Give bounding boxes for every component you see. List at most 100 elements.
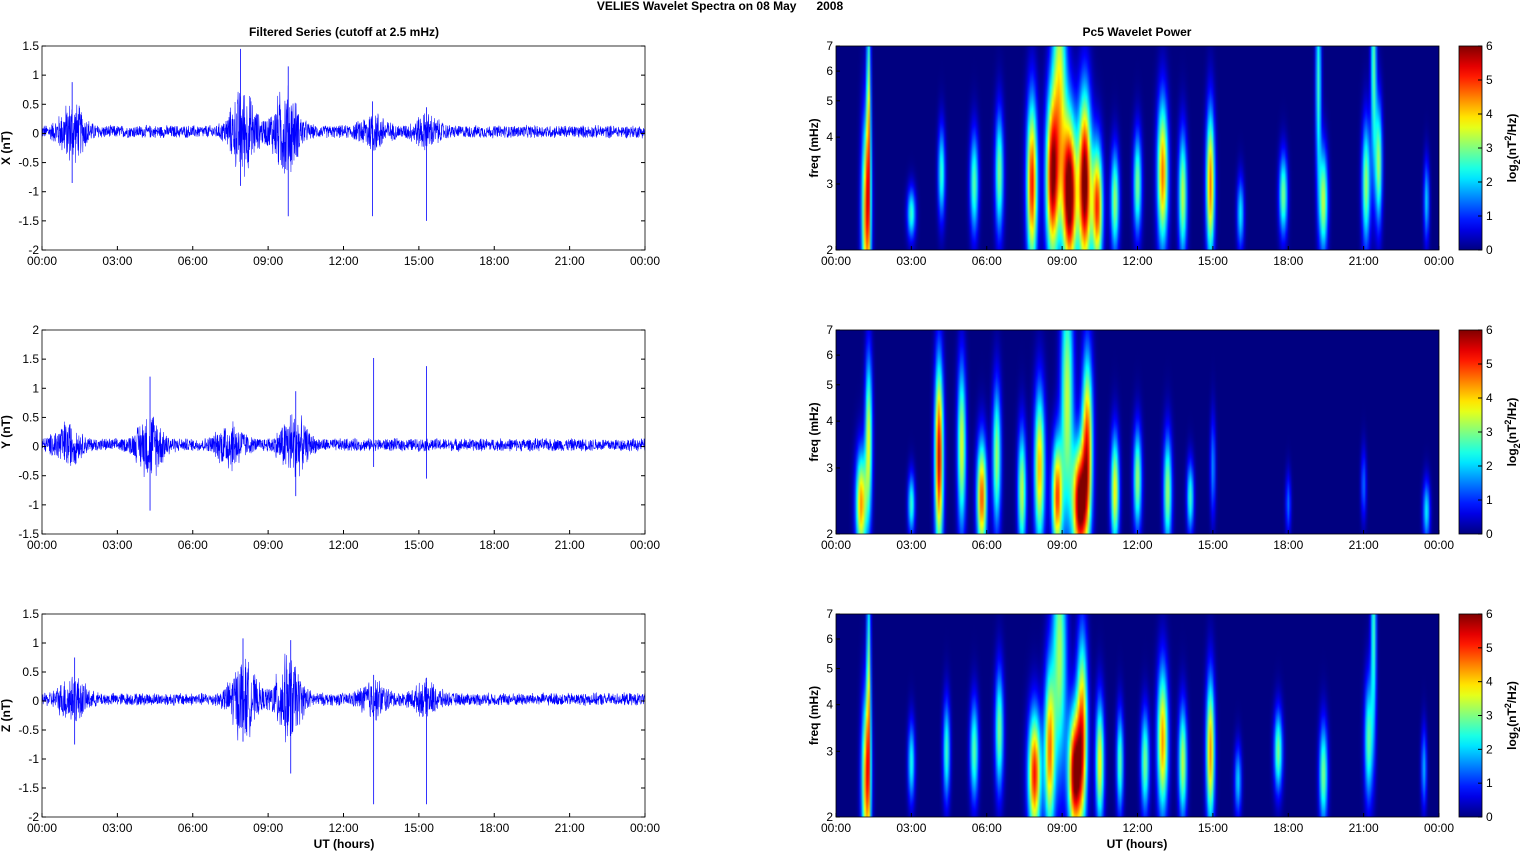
left-3-xtick-label: 21:00: [555, 821, 585, 835]
left-3-ytick-label: 1.5: [22, 607, 39, 621]
left-2-ytick-label: -1.5: [18, 527, 39, 541]
right-2-colorbar-tick-label: 6: [1486, 323, 1493, 337]
left-2-xtick-label: 18:00: [479, 538, 509, 552]
right-3-ytick-label: 7: [826, 607, 833, 621]
right-3-xtick-label: 06:00: [972, 821, 1002, 835]
left-2-plot-area: [42, 330, 645, 534]
left-1-xtick-label: 03:00: [102, 254, 132, 268]
right-1-xtick-label: 03:00: [896, 254, 926, 268]
left-3-ytick-label: 1: [32, 636, 39, 650]
right-2-chart: 7 6 5 4 3 2 freq (mHz) 00:00 03:00 06:00 09:00 12:0…: [807, 323, 1522, 552]
left-3-xtick-label: 06:00: [178, 821, 208, 835]
right-3-ytick-label: 2: [826, 810, 833, 824]
left-1-plot-area: [42, 46, 645, 250]
right-1-xtick-label: 09:00: [1047, 254, 1077, 268]
left-2-ytick-label: 0.5: [22, 410, 39, 424]
right-3-ytick-label: 5: [826, 662, 833, 676]
left-3-ytick-label: -0.5: [18, 723, 39, 737]
left-3-plot-area: [42, 614, 645, 817]
left-3-ytick-label: 0: [32, 694, 39, 708]
left-3-xtick-label: 18:00: [479, 821, 509, 835]
figure-title: VELIES Wavelet Spectra on 08 May 2008: [597, 0, 844, 13]
left-1-ytick-label: 0.5: [22, 97, 39, 111]
right-2-ytick-label: 4: [826, 414, 833, 428]
left-3-ytick-label: -1.5: [18, 781, 39, 795]
left-1-xtick-label: 12:00: [328, 254, 358, 268]
left-3-chart: 1.5 1 0.5 0 -0.5 -1 -1.5 -2 Z (nT) 00:00 03:00 06:0…: [0, 607, 660, 835]
left-column-title: Filtered Series (cutoff at 2.5 mHz): [249, 25, 439, 39]
right-2-ytick-label: 6: [826, 348, 833, 362]
right-3-xtick-label: 12:00: [1122, 821, 1152, 835]
right-xlabel: UT (hours): [1107, 837, 1168, 851]
left-3-xtick-label: 00:00: [630, 821, 660, 835]
right-3-ytick-label: 3: [826, 744, 833, 758]
left-1-ytick-label: -1: [28, 185, 39, 199]
right-2-heatmap: [836, 330, 1439, 534]
right-1-colorbar-tick-label: 3: [1486, 141, 1493, 155]
right-2-xtick-label: 12:00: [1122, 538, 1152, 552]
right-1-xtick-label: 06:00: [972, 254, 1002, 268]
left-3-xtick-label: 03:00: [102, 821, 132, 835]
left-2-xtick-label: 00:00: [630, 538, 660, 552]
left-2-xtick-label: 06:00: [178, 538, 208, 552]
right-2-ytick-label: 5: [826, 378, 833, 392]
right-2-xtick-label: 00:00: [1424, 538, 1454, 552]
right-2-colorbar-tick-label: 4: [1486, 391, 1493, 405]
right-1-colorbar-tick-label: 4: [1486, 107, 1493, 121]
right-1-colorbar-label: log2(nT2/Hz): [1503, 114, 1522, 183]
left-3-series-line: [42, 653, 645, 743]
right-3-chart: 7 6 5 4 3 2 freq (mHz) 00:00 03:00 06:00 09:00 12:0…: [807, 607, 1522, 835]
left-2-series-line: [42, 414, 645, 477]
left-1-ytick-label: -0.5: [18, 156, 39, 170]
right-2-colorbar-tick-label: 1: [1486, 493, 1493, 507]
right-2-colorbar-tick-label: 3: [1486, 425, 1493, 439]
right-2-xtick-label: 03:00: [896, 538, 926, 552]
left-1-series-line: [42, 85, 645, 177]
right-1-colorbar-tick-label: 1: [1486, 209, 1493, 223]
left-1-ylabel: X (nT): [0, 131, 13, 165]
right-3-ylabel: freq (mHz): [807, 686, 821, 745]
left-1-ytick-label: -1.5: [18, 214, 39, 228]
right-1-heatmap: [836, 46, 1439, 250]
right-1-ytick-label: 7: [826, 39, 833, 53]
right-1-xtick-label: 18:00: [1273, 254, 1303, 268]
right-1-ytick-label: 2: [826, 243, 833, 257]
right-2-ytick-label: 2: [826, 527, 833, 541]
left-2-xtick-label: 15:00: [404, 538, 434, 552]
right-1-chart: 7 6 5 4 3 2 freq (mHz) 00:00 03:00 06:00 09:00 12:0…: [807, 39, 1522, 268]
right-1-ytick-label: 4: [826, 130, 833, 144]
right-3-colorbar-tick-label: 0: [1486, 810, 1493, 824]
left-2-ytick-label: 2: [32, 323, 39, 337]
left-1-xtick-label: 21:00: [555, 254, 585, 268]
right-2-xtick-label: 00:00: [821, 538, 851, 552]
left-2-xtick-label: 09:00: [253, 538, 283, 552]
left-1-xtick-label: 00:00: [27, 254, 57, 268]
left-2-xtick-label: 03:00: [102, 538, 132, 552]
right-3-colorbar-tick-label: 3: [1486, 709, 1493, 723]
right-3-colorbar-tick-label: 6: [1486, 607, 1493, 621]
left-1-ytick-label: 0: [32, 126, 39, 140]
left-2-ylabel: Y (nT): [0, 415, 13, 449]
right-3-xtick-label: 00:00: [821, 821, 851, 835]
left-2-ytick-label: 1.5: [22, 352, 39, 366]
right-3-colorbar-tick-label: 1: [1486, 776, 1493, 790]
right-3-xtick-label: 09:00: [1047, 821, 1077, 835]
right-2-ytick-label: 3: [826, 461, 833, 475]
right-1-colorbar-tick-label: 0: [1486, 243, 1493, 257]
right-3-xtick-label: 00:00: [1424, 821, 1454, 835]
right-3-xtick-label: 15:00: [1198, 821, 1228, 835]
right-1-colorbar-tick-label: 5: [1486, 73, 1493, 87]
right-1-colorbar-tick-label: 6: [1486, 39, 1493, 53]
left-2-ytick-label: -0.5: [18, 469, 39, 483]
right-2-xtick-label: 09:00: [1047, 538, 1077, 552]
right-2-ytick-label: 7: [826, 323, 833, 337]
right-1-xtick-label: 00:00: [1424, 254, 1454, 268]
right-1-xtick-label: 00:00: [821, 254, 851, 268]
right-3-colorbar-tick-label: 4: [1486, 675, 1493, 689]
left-2-xtick-label: 21:00: [555, 538, 585, 552]
right-2-colorbar-tick-label: 0: [1486, 527, 1493, 541]
left-2-ytick-label: -1: [28, 498, 39, 512]
left-1-xtick-label: 06:00: [178, 254, 208, 268]
left-2-xtick-label: 12:00: [328, 538, 358, 552]
